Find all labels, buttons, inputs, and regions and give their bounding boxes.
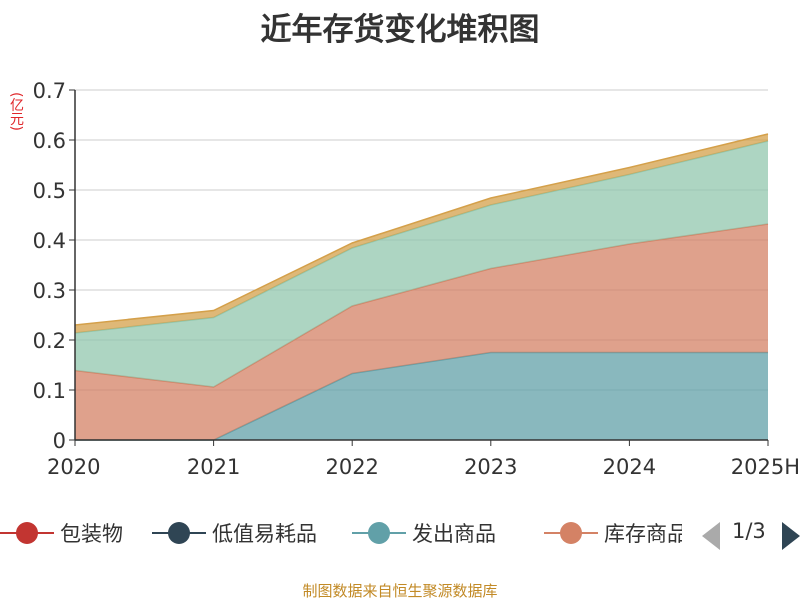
y-axis-unit: (亿元) [8,92,24,131]
area-series-3[interactable] [75,134,768,333]
legend-next-arrow-icon[interactable] [782,522,800,550]
y-tick-label: 0 [53,429,66,453]
legend: 包装物 低值易耗品 发出商品 库存商品 [0,516,800,550]
legend-label: 低值易耗品 [212,522,317,546]
legend-item[interactable]: 低值易耗品 [152,516,342,550]
x-tick-label: 2022 [325,455,378,479]
chart-title: 近年存货变化堆积图 [260,12,540,48]
x-tick-label: 2024 [603,455,656,479]
legend-marker-icon [152,516,206,550]
y-tick-label: 0.1 [33,379,66,403]
area-series-line-3 [74,133,769,326]
legend-item[interactable]: 包装物 [0,516,140,550]
area-series-1[interactable] [75,224,768,440]
legend-item[interactable]: 发出商品 [352,516,532,550]
legend-item[interactable]: 库存商品 [544,516,682,550]
legend-marker-icon [0,516,54,550]
legend-label: 发出商品 [412,522,496,546]
legend-label: 库存商品 [604,522,682,546]
legend-pager: 1/3 [702,518,800,552]
x-tick-label: 2020 [47,455,100,479]
area-series-2[interactable] [75,141,768,387]
y-tick-label: 0.2 [33,329,66,353]
legend-label: 包装物 [60,522,123,546]
y-tick-label: 0.6 [33,129,66,153]
data-source-note: 制图数据来自恒生聚源数据库 [302,582,498,600]
y-tick-label: 0.4 [33,229,66,253]
legend-marker-icon [544,516,598,550]
legend-marker-icon [352,516,406,550]
legend-prev-arrow-icon[interactable] [702,522,720,550]
x-tick-label: 2021 [187,455,240,479]
x-tick-label: 2025H [731,455,800,479]
x-tick-label: 2023 [464,455,517,479]
y-tick-label: 0.3 [33,279,66,303]
area-series-0[interactable] [75,352,768,441]
y-tick-label: 0.5 [33,179,66,203]
legend-page-number: 1/3 [732,519,766,543]
y-tick-label: 0.7 [33,79,66,103]
